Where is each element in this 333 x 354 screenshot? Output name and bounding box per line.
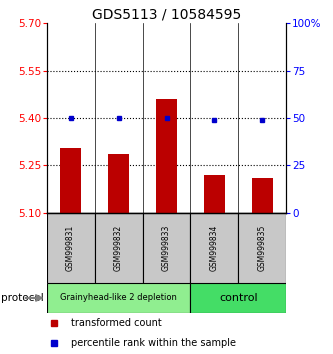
Bar [108, 154, 129, 213]
Bar [204, 175, 225, 213]
Bar [143, 213, 190, 283]
Bar [47, 213, 95, 283]
Text: GSM999834: GSM999834 [210, 225, 219, 271]
Bar [47, 283, 190, 313]
Text: Grainyhead-like 2 depletion: Grainyhead-like 2 depletion [60, 293, 177, 302]
Text: GSM999832: GSM999832 [114, 225, 123, 271]
Bar [95, 213, 143, 283]
Text: GSM999831: GSM999831 [66, 225, 75, 271]
Text: GSM999833: GSM999833 [162, 225, 171, 271]
Title: GDS5113 / 10584595: GDS5113 / 10584595 [92, 8, 241, 22]
Bar [60, 148, 81, 213]
Text: percentile rank within the sample: percentile rank within the sample [71, 338, 235, 348]
Bar [190, 213, 238, 283]
Bar [252, 178, 273, 213]
Text: control: control [219, 293, 258, 303]
Bar [190, 283, 286, 313]
Text: GSM999835: GSM999835 [258, 225, 267, 271]
Bar [238, 213, 286, 283]
Bar [156, 99, 177, 213]
Text: transformed count: transformed count [71, 319, 162, 329]
Text: protocol: protocol [1, 293, 44, 303]
